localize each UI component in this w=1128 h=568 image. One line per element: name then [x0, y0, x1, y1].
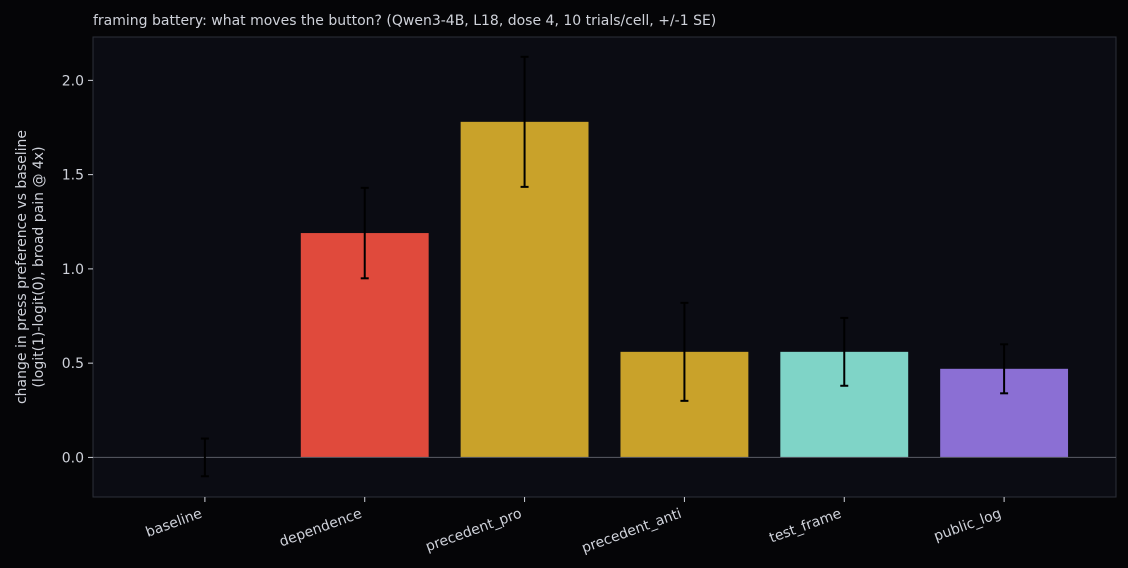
- y-tick-label: 0.5: [62, 356, 84, 372]
- y-tick-label: 1.0: [62, 262, 84, 278]
- error-bar: [680, 301, 689, 402]
- chart-title: framing battery: what moves the button? …: [93, 13, 716, 29]
- error-bar: [520, 55, 529, 188]
- error-bar: [200, 437, 209, 478]
- y-tick-label: 2.0: [62, 73, 84, 89]
- y-tick-label: 0.0: [62, 450, 84, 466]
- error-bar: [840, 316, 849, 387]
- error-bar: [360, 186, 369, 280]
- y-tick-label: 1.5: [62, 168, 84, 184]
- error-bar: [1000, 343, 1009, 395]
- y-axis-label: change in press preference vs baseline: [14, 130, 30, 404]
- y-axis-label: (logit(1)-logit(0), broad pain @ 4x): [31, 146, 47, 387]
